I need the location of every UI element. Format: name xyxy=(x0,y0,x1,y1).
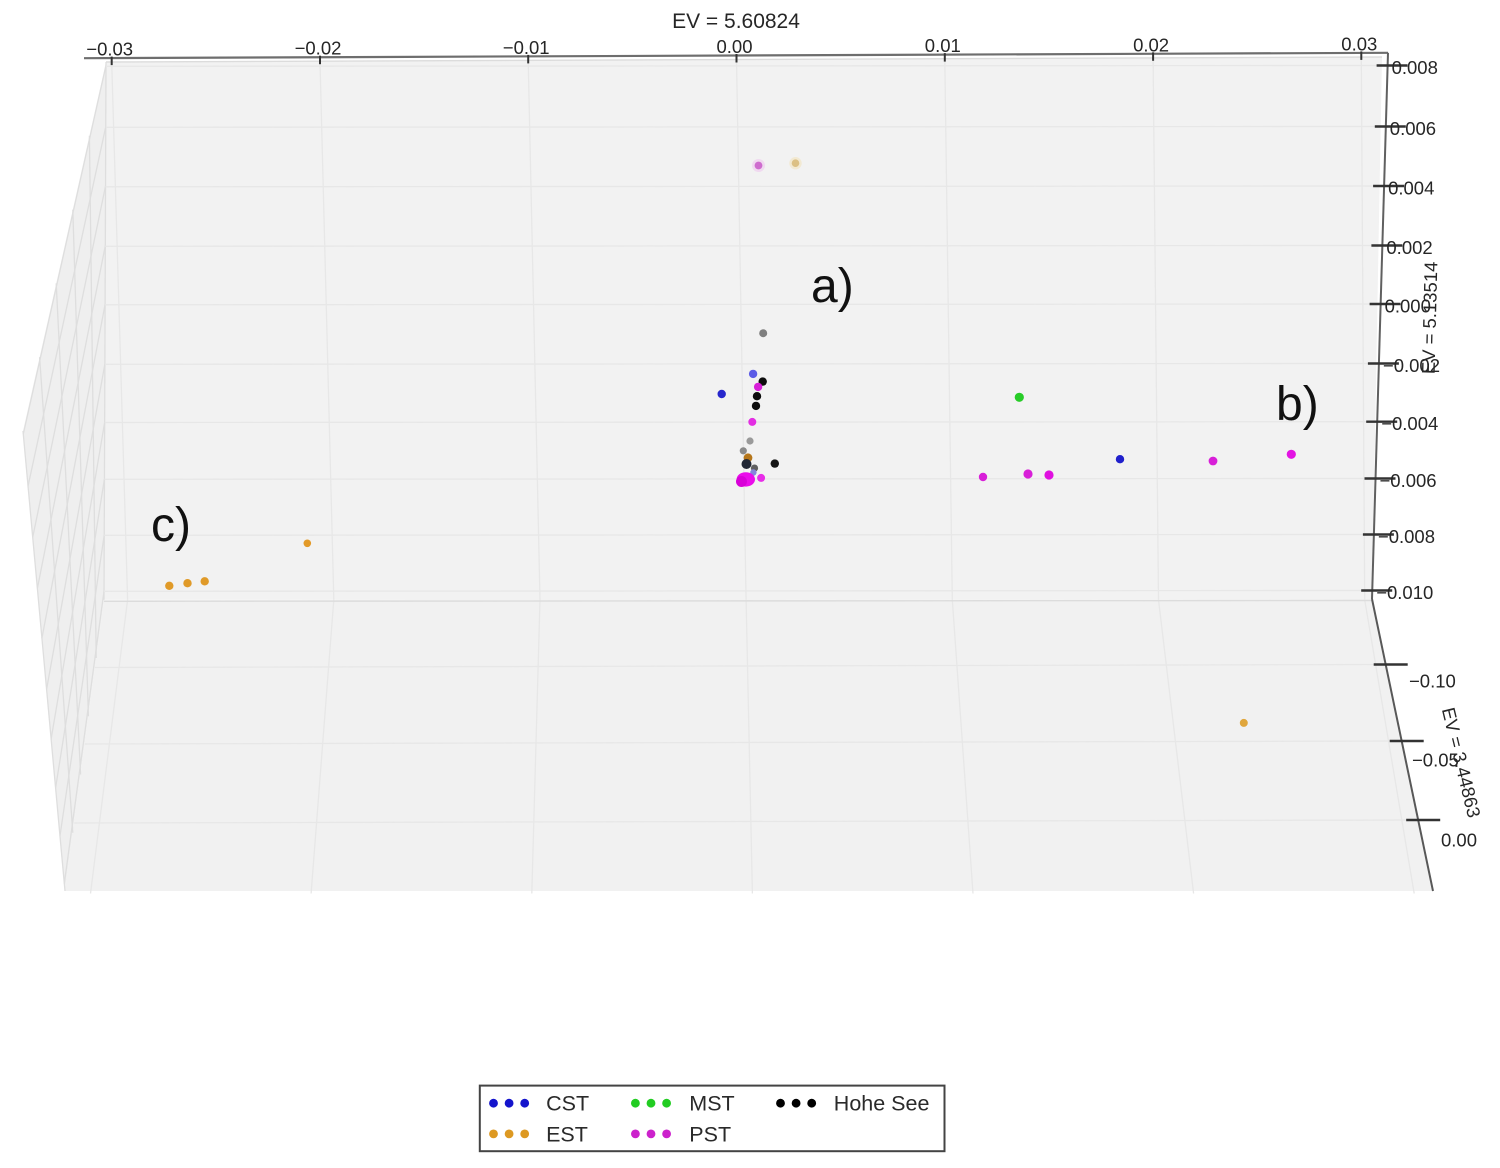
svg-text:a): a) xyxy=(811,260,854,313)
svg-text:EV = 5.60824: EV = 5.60824 xyxy=(672,10,800,33)
svg-text:MST: MST xyxy=(689,1092,734,1116)
svg-text:−0.05: −0.05 xyxy=(1412,750,1459,771)
svg-text:−0.010: −0.010 xyxy=(1376,582,1433,603)
svg-text:0.004: 0.004 xyxy=(1388,178,1434,199)
svg-text:c): c) xyxy=(151,499,191,552)
svg-text:0.01: 0.01 xyxy=(925,35,961,56)
svg-text:0.00: 0.00 xyxy=(1441,830,1477,851)
svg-text:0.006: 0.006 xyxy=(1390,118,1436,139)
svg-text:CST: CST xyxy=(546,1092,589,1116)
svg-text:−0.03: −0.03 xyxy=(86,39,133,60)
svg-text:EST: EST xyxy=(546,1122,588,1146)
svg-text:0.02: 0.02 xyxy=(1133,34,1169,55)
svg-text:−0.002: −0.002 xyxy=(1383,355,1440,376)
svg-text:0.03: 0.03 xyxy=(1341,33,1377,54)
svg-text:0.00: 0.00 xyxy=(716,36,752,57)
svg-text:EV = 5.13514: EV = 5.13514 xyxy=(1418,261,1442,374)
svg-text:0.008: 0.008 xyxy=(1392,57,1438,78)
svg-text:Hohe See: Hohe See xyxy=(834,1092,930,1116)
svg-text:−0.004: −0.004 xyxy=(1381,413,1438,434)
svg-text:−0.10: −0.10 xyxy=(1409,671,1456,692)
svg-text:PST: PST xyxy=(689,1122,731,1146)
svg-text:−0.01: −0.01 xyxy=(503,37,550,58)
svg-text:−0.02: −0.02 xyxy=(295,38,342,59)
svg-text:−0.008: −0.008 xyxy=(1378,526,1435,547)
svg-text:−0.006: −0.006 xyxy=(1380,470,1437,491)
svg-text:0.002: 0.002 xyxy=(1386,237,1432,258)
svg-text:0.000: 0.000 xyxy=(1385,296,1431,317)
svg-text:b): b) xyxy=(1276,378,1319,431)
